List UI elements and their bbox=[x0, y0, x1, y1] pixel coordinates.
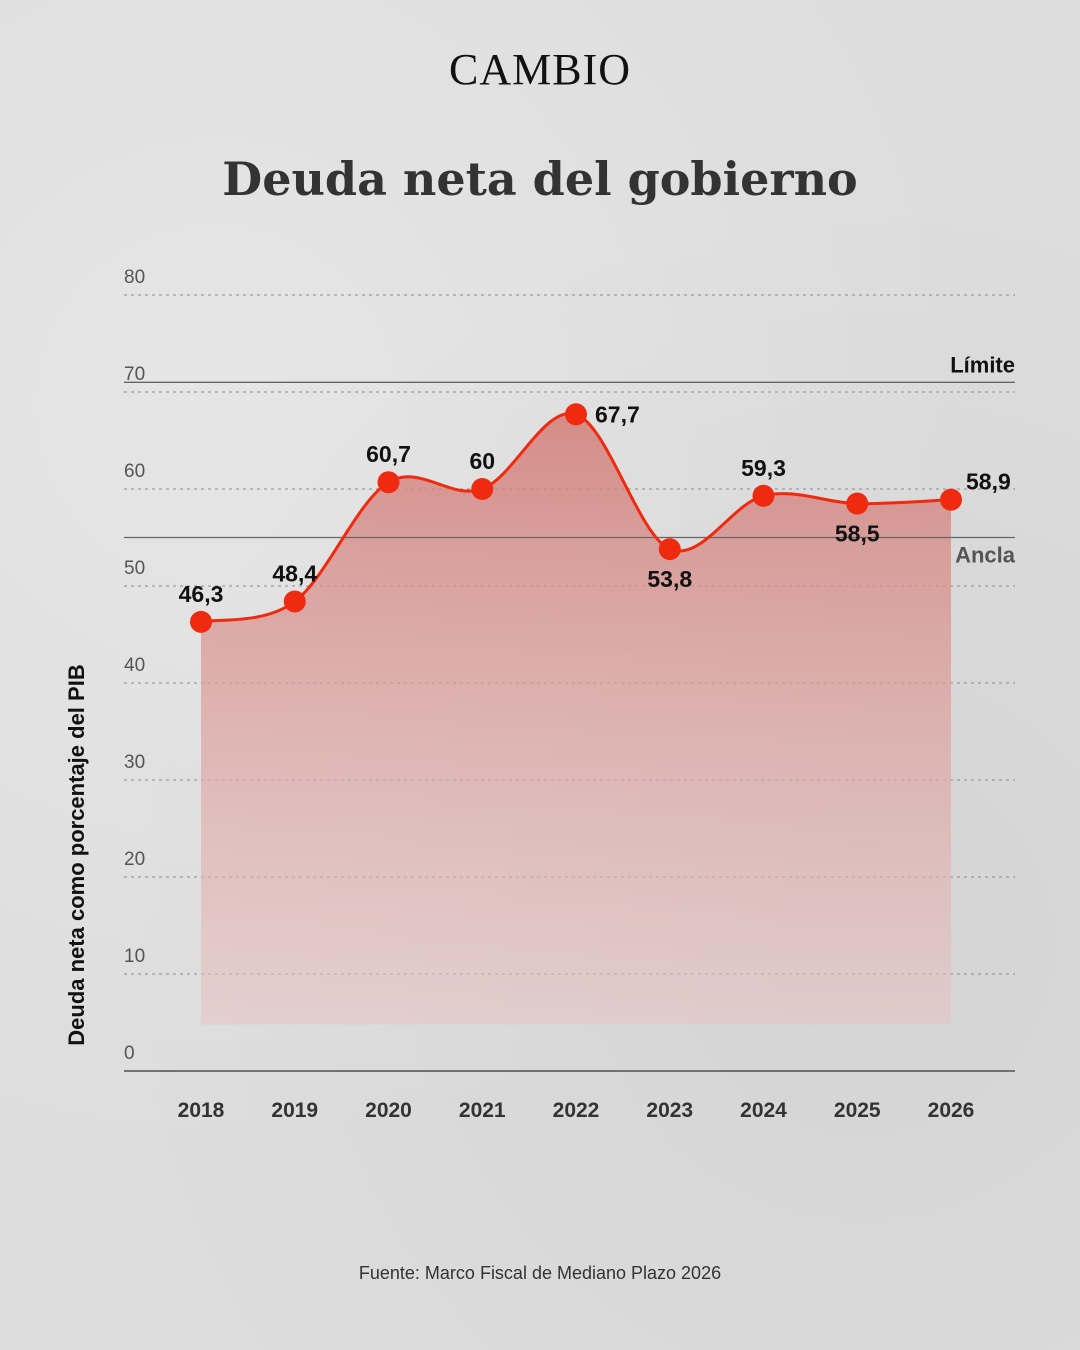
chart-title: Deuda neta del gobierno bbox=[222, 152, 858, 206]
data-label: 67,7 bbox=[595, 401, 640, 427]
y-tick-label: 50 bbox=[124, 558, 145, 579]
source-note: Fuente: Marco Fiscal de Mediano Plazo 20… bbox=[358, 1263, 722, 1283]
y-tick-label: 70 bbox=[124, 364, 145, 385]
data-point bbox=[940, 488, 962, 511]
reference-label: Límite bbox=[950, 352, 1015, 377]
y-tick-label: 10 bbox=[124, 946, 145, 967]
data-label: 58,5 bbox=[835, 521, 880, 547]
data-point bbox=[471, 478, 494, 500]
reference-lines: Límite Ancla bbox=[124, 352, 1016, 568]
data-label: 60,7 bbox=[366, 441, 411, 467]
x-tick-label: 2018 bbox=[178, 1099, 225, 1122]
data-point bbox=[190, 610, 212, 633]
x-tick-label: 2023 bbox=[646, 1099, 693, 1122]
data-label: 46,3 bbox=[179, 581, 224, 607]
x-tick-label: 2022 bbox=[553, 1099, 600, 1122]
y-tick-label: 40 bbox=[124, 655, 145, 676]
data-point bbox=[565, 403, 587, 426]
y-tick-label: 80 bbox=[124, 267, 145, 288]
x-tick-label: 2025 bbox=[834, 1099, 881, 1122]
area-fill bbox=[201, 413, 951, 1025]
x-tick-label: 2021 bbox=[459, 1099, 506, 1122]
data-point bbox=[752, 484, 775, 507]
x-tick-label: 2024 bbox=[740, 1099, 787, 1122]
data-label: 48,4 bbox=[272, 561, 317, 587]
data-point bbox=[658, 538, 681, 561]
area-shape bbox=[201, 413, 951, 1025]
x-tick-label: 2020 bbox=[365, 1099, 412, 1122]
data-label: 59,3 bbox=[741, 455, 786, 481]
data-point bbox=[846, 492, 869, 515]
x-tick-label: 2026 bbox=[928, 1099, 975, 1122]
y-tick-label: 20 bbox=[124, 849, 145, 870]
x-tick-label: 2019 bbox=[271, 1099, 318, 1122]
data-label: 58,9 bbox=[966, 469, 1011, 495]
data-label: 53,8 bbox=[647, 566, 692, 592]
x-axis: 2018 2019 2020 2021 2022 2023 2024 2025 2026 bbox=[124, 1070, 1015, 1122]
y-tick-label: 0 bbox=[124, 1043, 135, 1064]
y-tick-label: 30 bbox=[124, 752, 145, 773]
data-points: 46,3 48,4 60,7 60 67,7 53,8 59,3 58,5 58,9 bbox=[179, 401, 1011, 633]
reference-label: Ancla bbox=[955, 543, 1016, 568]
data-point bbox=[283, 590, 306, 613]
y-tick-label: 60 bbox=[124, 461, 145, 482]
data-point bbox=[377, 471, 400, 494]
brand-logo: CAMBIO bbox=[448, 45, 632, 94]
data-label: 60 bbox=[469, 448, 495, 474]
